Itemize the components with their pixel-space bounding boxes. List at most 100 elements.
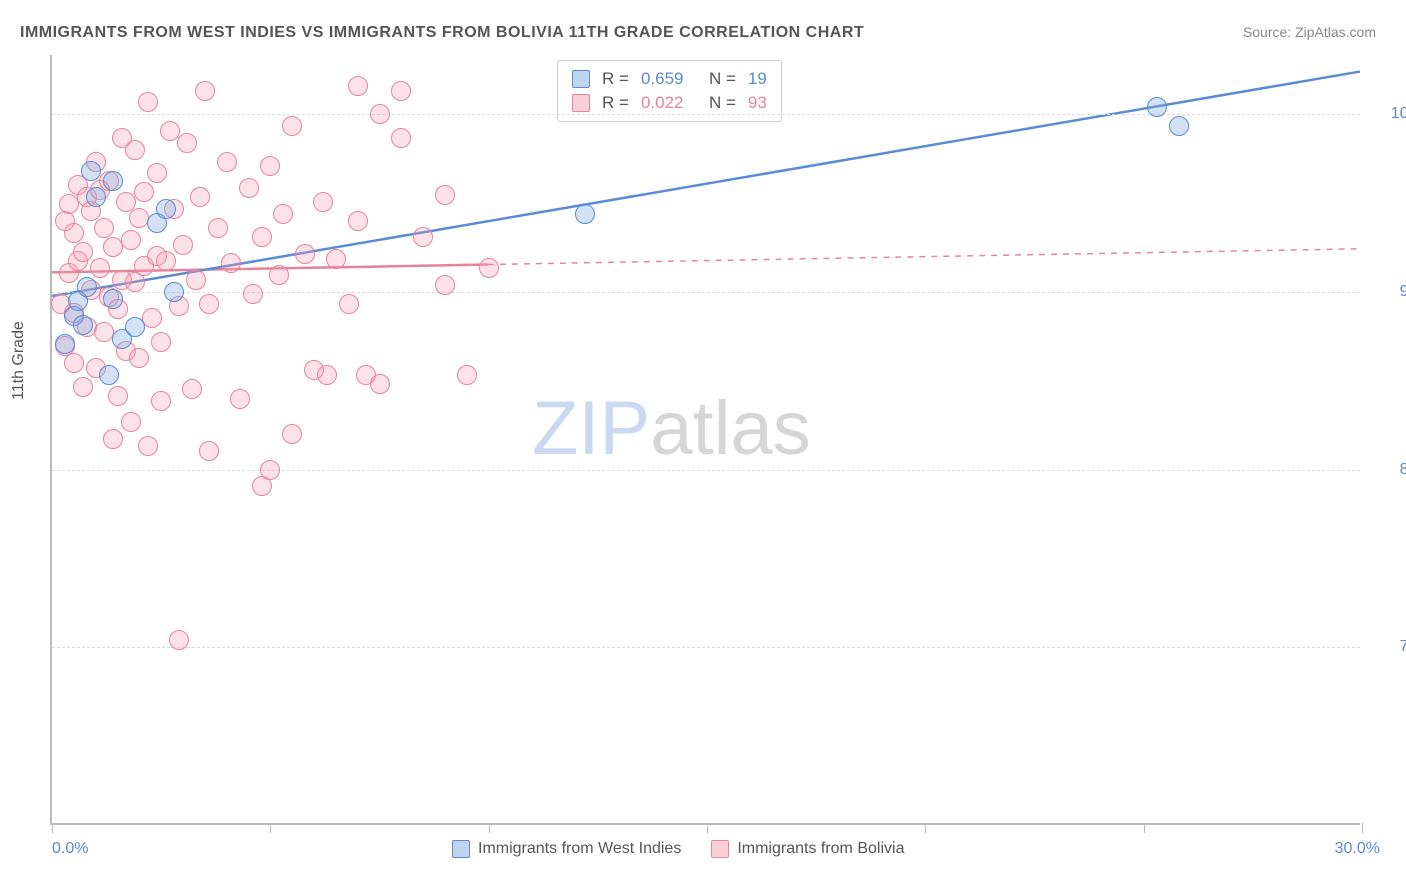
x-axis-label-last: 30.0% — [1335, 840, 1380, 858]
marker-bolivia — [64, 223, 84, 243]
stat-r-west-indies: 0.659 — [641, 69, 697, 89]
y-tick-label: 100.0% — [1391, 105, 1406, 123]
stats-row-bolivia: R = 0.022 N = 93 — [572, 91, 767, 115]
marker-west-indies — [575, 204, 595, 224]
marker-bolivia — [94, 218, 114, 238]
marker-bolivia — [370, 374, 390, 394]
marker-bolivia — [317, 365, 337, 385]
legend-item-bolivia: Immigrants from Bolivia — [711, 840, 904, 858]
marker-bolivia — [230, 389, 250, 409]
watermark-zip: ZIP — [532, 386, 650, 471]
marker-bolivia — [147, 163, 167, 183]
x-axis-label-first: 0.0% — [52, 840, 88, 858]
marker-bolivia — [142, 308, 162, 328]
marker-bolivia — [195, 81, 215, 101]
x-tick — [1144, 823, 1145, 833]
marker-bolivia — [282, 424, 302, 444]
marker-bolivia — [173, 235, 193, 255]
x-tick — [1362, 823, 1363, 833]
marker-bolivia — [295, 244, 315, 264]
x-tick — [270, 823, 271, 833]
marker-bolivia — [138, 92, 158, 112]
marker-bolivia — [108, 386, 128, 406]
x-tick — [925, 823, 926, 833]
marker-west-indies — [73, 315, 93, 335]
marker-bolivia — [260, 460, 280, 480]
marker-bolivia — [269, 265, 289, 285]
gridline-h — [52, 470, 1360, 471]
swatch-west-indies-icon — [452, 840, 470, 858]
marker-bolivia — [151, 391, 171, 411]
marker-bolivia — [391, 81, 411, 101]
y-tick-label: 85.0% — [1400, 461, 1406, 479]
marker-bolivia — [160, 121, 180, 141]
marker-bolivia — [199, 441, 219, 461]
marker-bolivia — [391, 128, 411, 148]
marker-bolivia — [435, 275, 455, 295]
marker-west-indies — [1147, 97, 1167, 117]
x-tick — [52, 823, 53, 833]
marker-bolivia — [186, 270, 206, 290]
marker-bolivia — [177, 133, 197, 153]
marker-bolivia — [73, 377, 93, 397]
y-tick-label: 77.5% — [1400, 638, 1406, 656]
marker-bolivia — [138, 436, 158, 456]
marker-bolivia — [252, 227, 272, 247]
swatch-bolivia — [572, 94, 590, 112]
marker-bolivia — [260, 156, 280, 176]
swatch-bolivia-icon — [711, 840, 729, 858]
marker-bolivia — [413, 227, 433, 247]
marker-bolivia — [457, 365, 477, 385]
marker-west-indies — [99, 365, 119, 385]
marker-bolivia — [313, 192, 333, 212]
y-tick-label: 92.5% — [1400, 283, 1406, 301]
marker-bolivia — [435, 185, 455, 205]
marker-bolivia — [90, 258, 110, 278]
marker-bolivia — [199, 294, 219, 314]
marker-west-indies — [156, 199, 176, 219]
marker-bolivia — [129, 348, 149, 368]
marker-bolivia — [208, 218, 228, 238]
marker-bolivia — [64, 353, 84, 373]
marker-bolivia — [370, 104, 390, 124]
marker-west-indies — [125, 317, 145, 337]
marker-bolivia — [221, 253, 241, 273]
bottom-legend: Immigrants from West Indies Immigrants f… — [452, 840, 904, 858]
marker-bolivia — [348, 76, 368, 96]
marker-bolivia — [182, 379, 202, 399]
stats-row-west-indies: R = 0.659 N = 19 — [572, 67, 767, 91]
marker-west-indies — [81, 161, 101, 181]
marker-west-indies — [77, 277, 97, 297]
stat-n-label: N = — [709, 69, 736, 89]
marker-west-indies — [1169, 116, 1189, 136]
x-tick — [707, 823, 708, 833]
stats-legend-box: R = 0.659 N = 19 R = 0.022 N = 93 — [557, 60, 782, 122]
stat-n-west-indies: 19 — [748, 69, 767, 89]
stat-r-label: R = — [602, 93, 629, 113]
marker-west-indies — [164, 282, 184, 302]
gridline-h — [52, 647, 1360, 648]
stat-n-bolivia: 93 — [748, 93, 767, 113]
legend-item-west-indies: Immigrants from West Indies — [452, 840, 681, 858]
marker-bolivia — [243, 284, 263, 304]
marker-bolivia — [282, 116, 302, 136]
marker-bolivia — [326, 249, 346, 269]
legend-bolivia-label: Immigrants from Bolivia — [737, 840, 904, 858]
marker-west-indies — [86, 187, 106, 207]
stat-r-label: R = — [602, 69, 629, 89]
marker-bolivia — [190, 187, 210, 207]
watermark: ZIPatlas — [532, 385, 811, 472]
marker-west-indies — [55, 334, 75, 354]
marker-bolivia — [156, 251, 176, 271]
gridline-h — [52, 114, 1360, 115]
marker-bolivia — [121, 230, 141, 250]
chart-plot-area: ZIPatlas R = 0.659 N = 19 R = 0.022 N = … — [50, 55, 1360, 825]
y-axis-label: 11th Grade — [10, 321, 28, 400]
x-tick — [489, 823, 490, 833]
regression-lines — [52, 55, 1360, 823]
marker-bolivia — [103, 429, 123, 449]
marker-bolivia — [217, 152, 237, 172]
marker-bolivia — [273, 204, 293, 224]
marker-bolivia — [169, 630, 189, 650]
marker-bolivia — [73, 242, 93, 262]
